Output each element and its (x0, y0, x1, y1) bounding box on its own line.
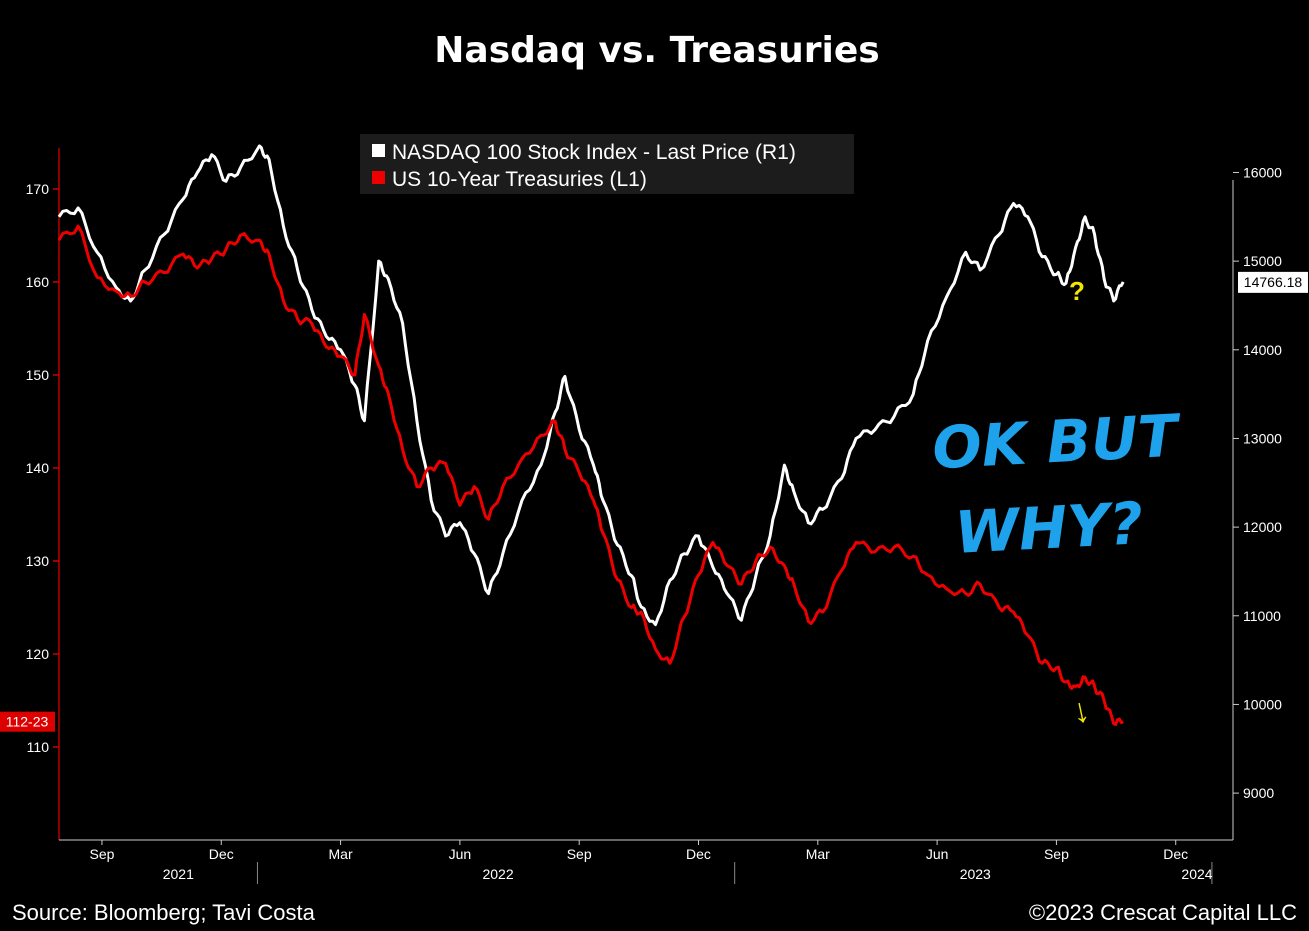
right-last-value-tag: 14766.18 (1238, 271, 1308, 293)
legend-swatch-treasuries (372, 171, 385, 184)
chart-title: Nasdaq vs. Treasuries (434, 30, 879, 71)
left-tick-label: 140 (26, 460, 50, 476)
x-month-label: Mar (806, 846, 830, 862)
right-tick-label: 15000 (1243, 253, 1282, 269)
left-tick-label: 170 (26, 181, 50, 197)
legend-label-nasdaq: NASDAQ 100 Stock Index - Last Price (R1) (392, 141, 796, 164)
series-lines (57, 144, 1125, 726)
right-tick-label: 14000 (1243, 342, 1282, 358)
annotation-question-mark: ? (1069, 276, 1085, 306)
x-year-label: 2024 (1181, 866, 1212, 882)
right-axis-ticks: 9000 10000 11000 12000 13000 14000 15000 16000 (1233, 164, 1282, 801)
left-tick-label: 120 (26, 646, 50, 662)
x-month-label: Mar (329, 846, 353, 862)
left-tick-label: 130 (26, 553, 50, 569)
treasuries-series-line (57, 224, 1124, 726)
right-tick-label: 9000 (1243, 785, 1274, 801)
left-tick-label: 110 (27, 739, 50, 755)
right-tick-label: 10000 (1243, 696, 1282, 712)
x-axis-ticks: Sep Dec Mar Jun Sep Dec Mar Jun Sep Dec 2021 2022 20… (89, 840, 1213, 884)
left-last-value-label: 112-23 (6, 714, 49, 730)
annotation-why: WHY? (953, 489, 1144, 567)
x-year-label: 2021 (163, 866, 194, 882)
x-year-label: 2023 (960, 866, 991, 882)
legend-background (360, 134, 854, 194)
x-month-label: Sep (1044, 846, 1069, 862)
x-month-label: Jun (449, 846, 472, 862)
footer-copyright: ©2023 Crescat Capital LLC (1029, 900, 1297, 925)
x-year-label: 2022 (482, 866, 513, 882)
right-last-value-label: 14766.18 (1244, 274, 1303, 290)
footer-source: Source: Bloomberg; Tavi Costa (12, 900, 316, 925)
legend-label-treasuries: US 10-Year Treasuries (L1) (392, 168, 647, 191)
annotation-ok-but: OK BUT (931, 401, 1184, 482)
legend-swatch-nasdaq (372, 144, 385, 157)
x-month-label: Jun (926, 846, 949, 862)
x-month-label: Dec (1163, 846, 1188, 862)
x-month-label: Dec (209, 846, 234, 862)
annotation-down-arrow: ↓ (1069, 691, 1094, 732)
x-month-label: Sep (89, 846, 114, 862)
left-last-value-tag: 112-23 (0, 711, 55, 732)
left-tick-label: 160 (26, 274, 50, 290)
right-tick-label: 13000 (1243, 430, 1282, 446)
legend: NASDAQ 100 Stock Index - Last Price (R1)… (360, 134, 854, 194)
right-tick-label: 16000 (1243, 164, 1282, 180)
right-tick-label: 12000 (1243, 519, 1282, 535)
nasdaq-series-line (57, 144, 1125, 627)
x-month-label: Dec (686, 846, 711, 862)
right-tick-label: 11000 (1243, 608, 1281, 624)
left-tick-label: 150 (26, 367, 50, 383)
x-month-label: Sep (567, 846, 592, 862)
left-axis-ticks: 110 120 130 140 150 160 170 (26, 181, 59, 755)
